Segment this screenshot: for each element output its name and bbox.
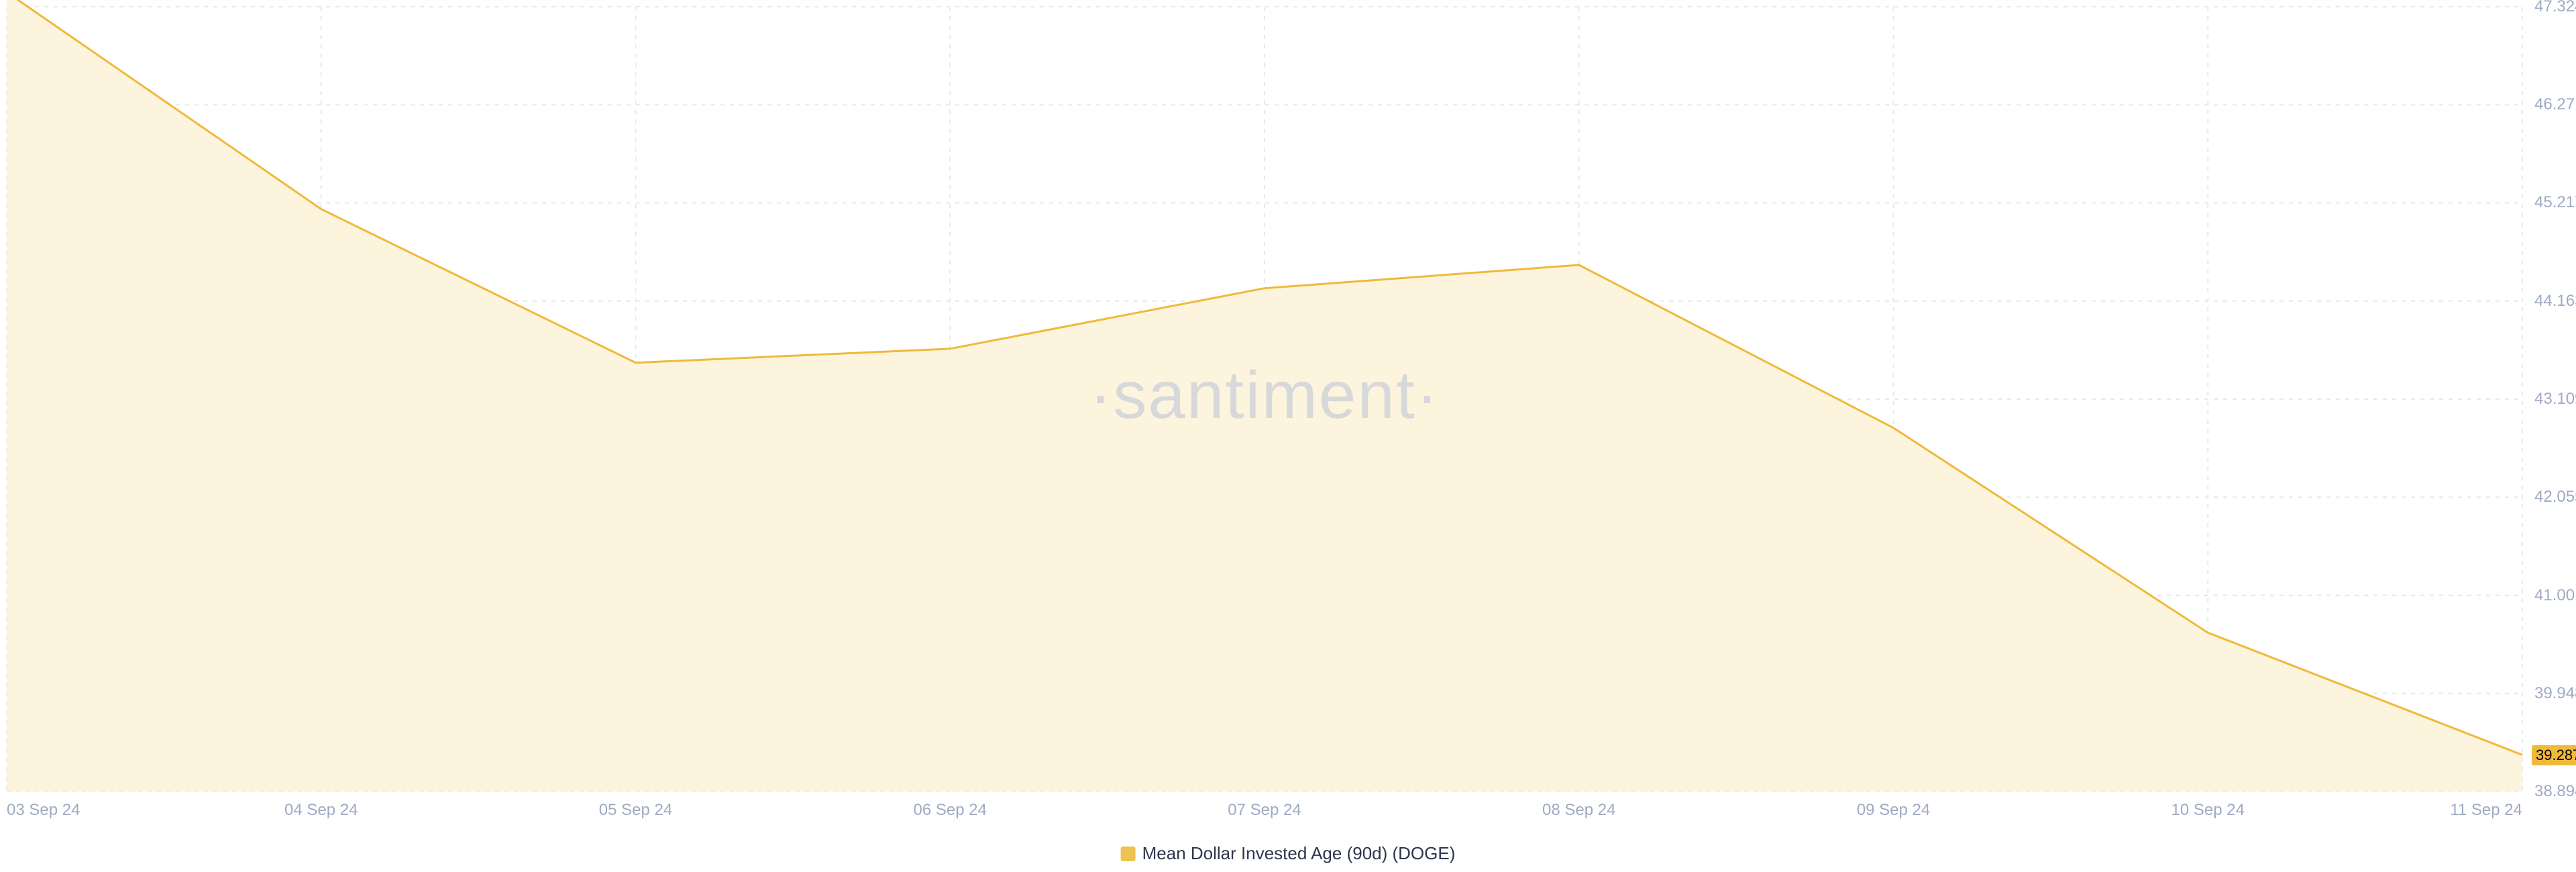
x-tick-label: 04 Sep 24 <box>284 801 358 820</box>
y-tick-label: 43.109 <box>2534 390 2576 408</box>
x-tick-label: 05 Sep 24 <box>599 801 672 820</box>
legend-label: Mean Dollar Invested Age (90d) (DOGE) <box>1142 843 1456 864</box>
x-tick-label: 06 Sep 24 <box>914 801 987 820</box>
y-tick-label: 47.324 <box>2534 0 2576 16</box>
y-tick-label: 46.27 <box>2534 95 2575 114</box>
y-tick-label: 38.894 <box>2534 782 2576 801</box>
chart-svg <box>0 0 2576 872</box>
x-tick-label: 10 Sep 24 <box>2171 801 2245 820</box>
x-tick-label: 07 Sep 24 <box>1228 801 1301 820</box>
current-value-badge: 39.287 <box>2532 745 2576 765</box>
chart-container: ·santiment· 47.32446.2745.21744.16343.10… <box>0 0 2576 872</box>
y-tick-label: 45.217 <box>2534 193 2576 212</box>
x-tick-label: 03 Sep 24 <box>7 801 80 820</box>
y-tick-label: 42.055 <box>2534 488 2576 506</box>
y-tick-label: 41.001 <box>2534 586 2576 605</box>
x-tick-label: 08 Sep 24 <box>1542 801 1615 820</box>
x-tick-label: 11 Sep 24 <box>2450 801 2522 820</box>
legend-swatch <box>1121 847 1136 861</box>
legend: Mean Dollar Invested Age (90d) (DOGE) <box>1121 843 1456 864</box>
y-tick-label: 44.163 <box>2534 292 2576 311</box>
x-tick-label: 09 Sep 24 <box>1857 801 1930 820</box>
y-tick-label: 39.948 <box>2534 684 2576 703</box>
